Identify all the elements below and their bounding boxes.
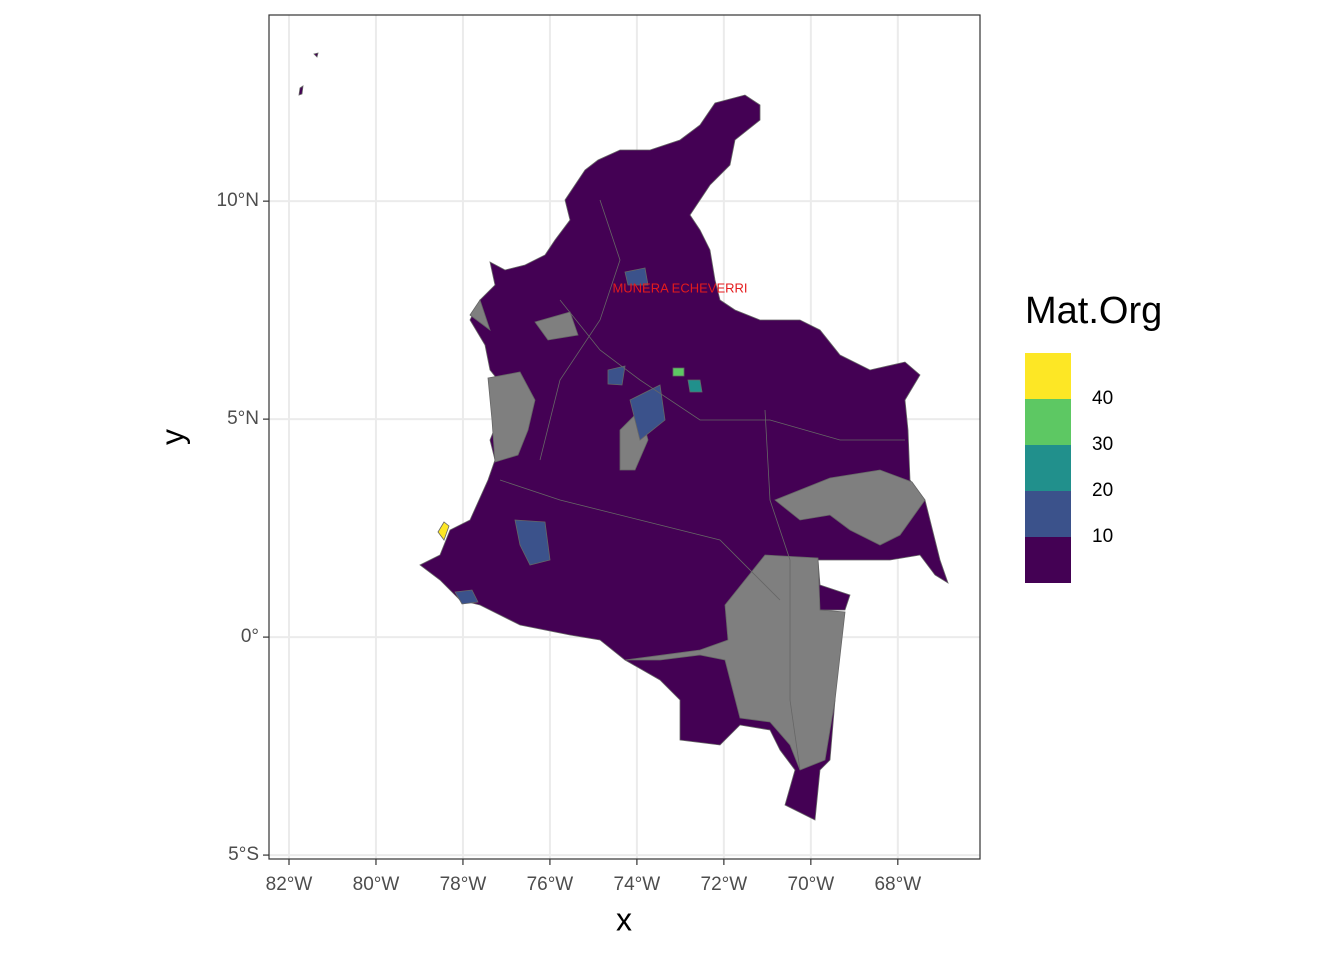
x-tick-label: 68°W [874, 874, 921, 895]
border [539, 199, 621, 461]
legend-label: 10 [1092, 526, 1113, 547]
region [687, 379, 703, 393]
region [672, 367, 685, 377]
region [607, 365, 626, 386]
region-no-data [774, 469, 926, 546]
x-tick-label: 76°W [527, 874, 574, 895]
region [437, 521, 450, 541]
y-tick-label: 5°S [228, 844, 259, 865]
island [313, 52, 319, 58]
legend-swatch [1025, 491, 1071, 537]
x-tick-label: 72°W [701, 874, 748, 895]
x-tick-label: 70°W [788, 874, 835, 895]
region [624, 267, 649, 286]
map [298, 52, 949, 821]
x-tick-label: 80°W [353, 874, 400, 895]
border [764, 409, 801, 771]
y-tick-label: 0° [241, 626, 259, 647]
y-tick-label: 10°N [217, 190, 259, 211]
legend-title: Mat.Org [1025, 290, 1162, 332]
legend-label: 30 [1092, 434, 1113, 455]
x-axis-title: x [616, 901, 632, 937]
y-tick-label: 5°N [227, 408, 259, 429]
legend-swatch [1025, 537, 1071, 583]
y-axis-title: y [154, 429, 190, 445]
x-tick-label: 74°W [614, 874, 661, 895]
legend-swatch [1025, 353, 1071, 399]
region [514, 519, 551, 566]
legend-swatch [1025, 399, 1071, 445]
legend-label: 40 [1092, 388, 1113, 409]
region [629, 384, 666, 441]
legend-swatch [1025, 445, 1071, 491]
region [454, 589, 479, 605]
border [559, 299, 905, 441]
x-tick-label: 78°W [440, 874, 487, 895]
island [298, 85, 304, 96]
region-no-data [487, 371, 536, 463]
annotation: MUNERA ECHEVERRI [612, 280, 747, 295]
legend-label: 20 [1092, 480, 1113, 501]
region-no-data [469, 299, 491, 332]
border [499, 479, 781, 601]
panel-border [268, 14, 981, 860]
region-no-data [534, 311, 579, 341]
x-tick-label: 82°W [266, 874, 313, 895]
